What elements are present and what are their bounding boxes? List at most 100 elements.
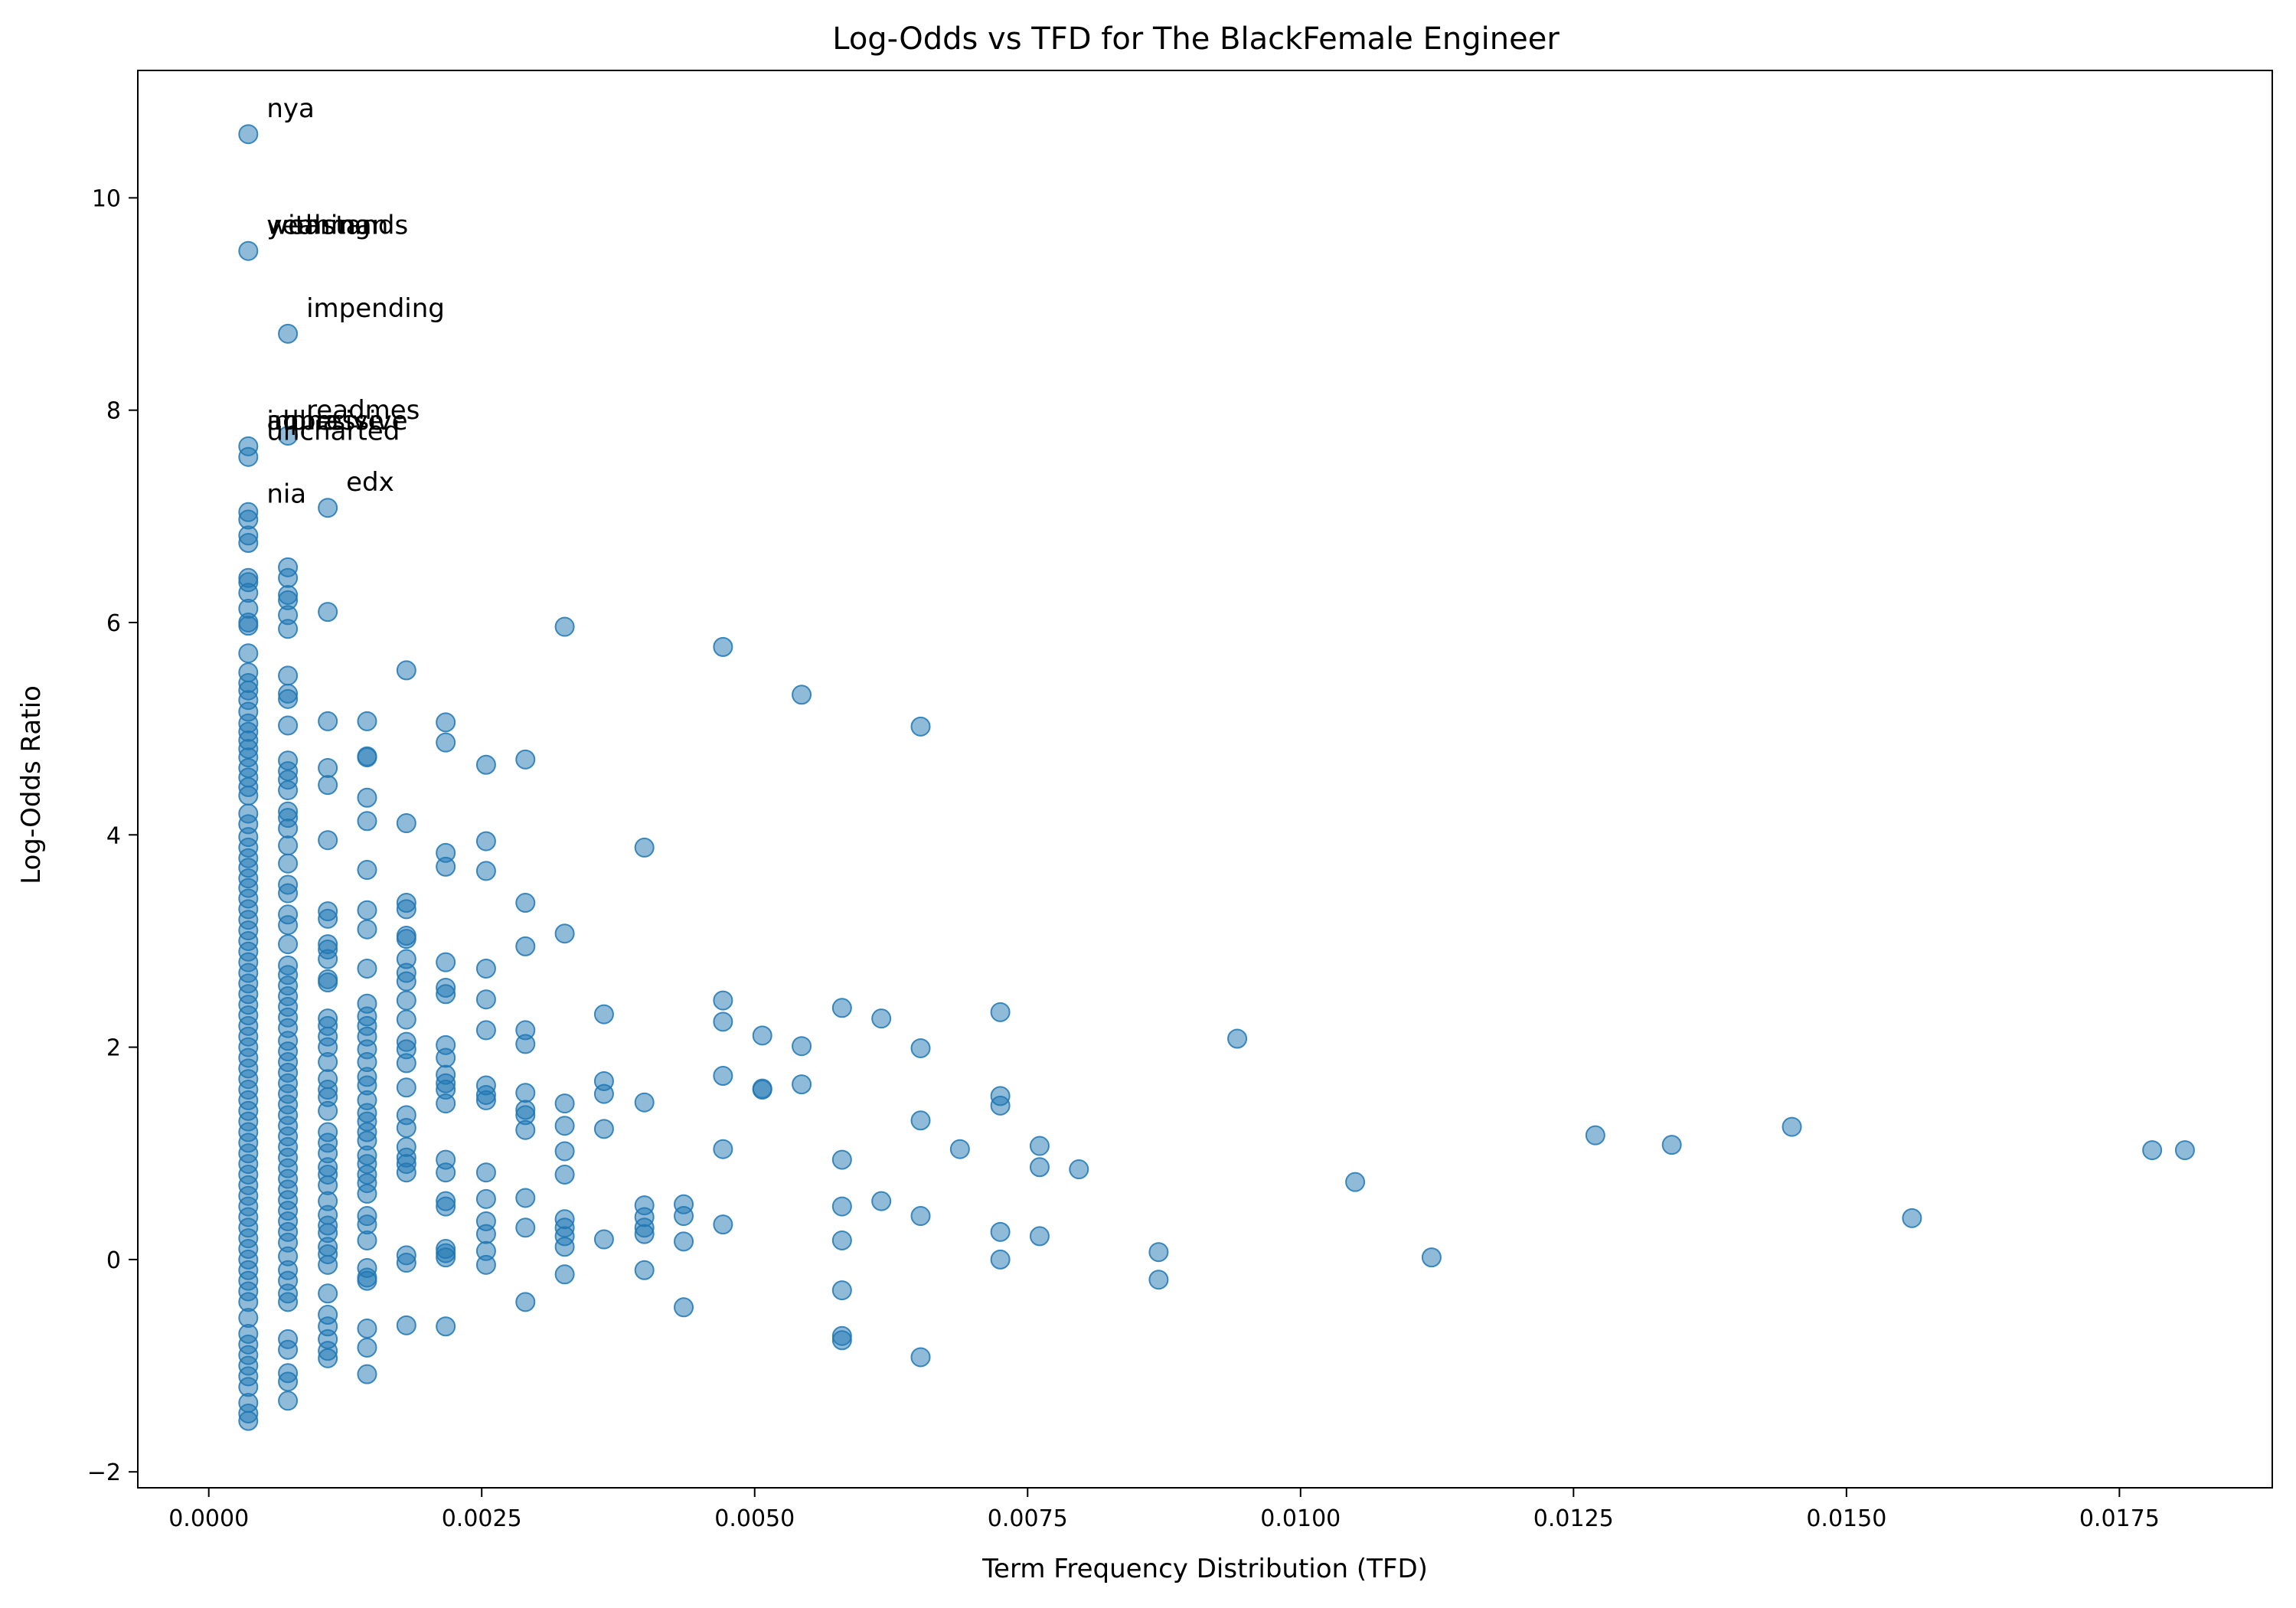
- data-point: [871, 1008, 892, 1029]
- data-point: [357, 1270, 377, 1291]
- data-point: [475, 1188, 496, 1209]
- data-point: [357, 747, 377, 768]
- x-tick-label: 0.0000: [168, 1505, 249, 1532]
- data-point: [436, 1162, 456, 1183]
- data-point: [318, 1283, 338, 1304]
- data-point: [515, 1034, 536, 1054]
- data-point: [318, 757, 338, 778]
- data-point: [357, 1319, 377, 1339]
- data-point: [990, 1249, 1011, 1270]
- data-point: [278, 425, 299, 446]
- x-tick-label: 0.0100: [1260, 1505, 1341, 1532]
- data-point: [396, 1315, 416, 1335]
- data-point: [318, 949, 338, 969]
- data-point: [318, 1254, 338, 1275]
- data-point: [278, 688, 299, 709]
- data-point: [752, 1078, 772, 1099]
- data-point: [792, 1036, 812, 1057]
- data-point: [674, 1231, 694, 1252]
- data-point: [990, 1095, 1011, 1116]
- data-point: [278, 1371, 299, 1392]
- data-point: [831, 998, 852, 1018]
- x-tick-label: 0.0125: [1533, 1505, 1614, 1532]
- data-point: [357, 958, 377, 979]
- data-point: [713, 1214, 733, 1235]
- y-axis-label: Log-Odds Ratio: [16, 685, 47, 884]
- data-point: [713, 1012, 733, 1032]
- data-point: [357, 1183, 377, 1204]
- point-annotation: uncharted: [266, 417, 400, 447]
- point-annotation: nia: [266, 479, 306, 509]
- data-point: [515, 893, 536, 913]
- x-axis-label: Term Frequency Distribution (TFD): [981, 1554, 1428, 1584]
- y-tick-label: −2: [87, 1459, 121, 1486]
- data-point: [396, 929, 416, 949]
- data-point: [831, 1196, 852, 1217]
- point-annotation: nya: [266, 93, 315, 124]
- point-annotation: adhesive: [266, 406, 384, 436]
- data-point: [396, 899, 416, 920]
- data-point: [278, 1391, 299, 1411]
- data-point: [278, 934, 299, 955]
- data-point: [2174, 1140, 2195, 1161]
- data-point: [990, 1002, 1011, 1022]
- x-tick-label: 0.0025: [442, 1505, 522, 1532]
- data-point: [752, 1025, 772, 1046]
- data-point: [990, 1221, 1011, 1242]
- data-point: [436, 1316, 456, 1337]
- data-point: [1029, 1226, 1050, 1247]
- data-point: [278, 1292, 299, 1312]
- data-point: [396, 1117, 416, 1138]
- y-axis-ticks: −2 0 2 4 6 8 10: [87, 185, 138, 1486]
- data-point: [515, 1292, 536, 1312]
- data-point: [318, 1100, 338, 1121]
- data-point: [278, 835, 299, 856]
- data-point: [278, 567, 299, 588]
- x-axis-ticks: 0.0000 0.0025 0.0050 0.0075 0.0100 0.0125 0.01…: [168, 1488, 2160, 1532]
- data-point: [318, 602, 338, 623]
- data-point: [713, 1066, 733, 1087]
- data-point: [278, 818, 299, 838]
- data-point: [318, 711, 338, 731]
- data-point: [515, 1217, 536, 1238]
- plot-frame: [137, 70, 2273, 1489]
- data-point: [475, 1162, 496, 1183]
- data-point: [1148, 1270, 1169, 1290]
- data-point: [436, 1093, 456, 1114]
- data-point: [1069, 1159, 1089, 1180]
- data-point: [515, 1119, 536, 1140]
- data-point: [910, 1206, 931, 1227]
- data-point: [436, 1247, 456, 1268]
- data-point: [396, 1053, 416, 1074]
- data-point: [357, 919, 377, 940]
- data-point: [2142, 1140, 2163, 1161]
- x-tick-label: 0.0050: [714, 1505, 795, 1532]
- data-point: [396, 990, 416, 1011]
- data-point: [1782, 1116, 1802, 1137]
- data-point: [436, 856, 456, 877]
- data-point: [278, 619, 299, 639]
- data-point: [238, 785, 259, 806]
- data-point: [515, 1188, 536, 1208]
- data-point: [475, 1020, 496, 1041]
- data-point: [475, 831, 496, 851]
- y-tick-label: 2: [106, 1035, 121, 1062]
- data-point: [357, 860, 377, 881]
- data-point: [1421, 1247, 1442, 1268]
- data-point: [238, 124, 259, 145]
- y-tick-label: 4: [106, 822, 121, 849]
- data-point: [593, 1083, 614, 1104]
- data-point: [238, 616, 259, 636]
- data-point: [357, 787, 377, 808]
- data-point: [436, 952, 456, 972]
- data-point: [475, 958, 496, 979]
- data-point: [515, 936, 536, 956]
- data-point: [634, 1092, 655, 1113]
- data-point: [1029, 1157, 1050, 1178]
- y-tick-label: 0: [106, 1247, 121, 1274]
- point-annotation: edx: [346, 467, 394, 498]
- data-point: [1345, 1172, 1366, 1192]
- data-point: [436, 984, 456, 1005]
- data-point: [634, 1260, 655, 1280]
